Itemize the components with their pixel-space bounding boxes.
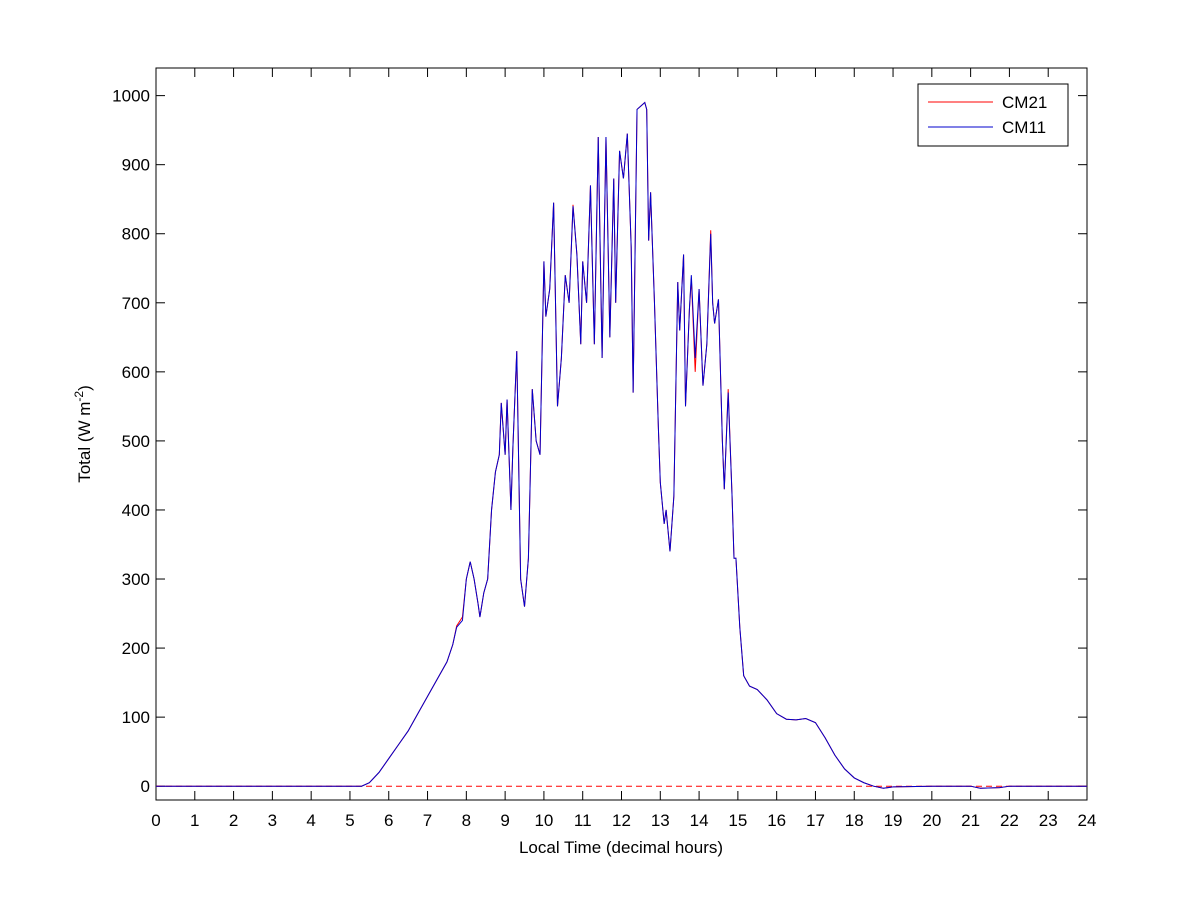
x-tick-label: 15 <box>728 811 747 830</box>
x-tick-label: 8 <box>462 811 471 830</box>
y-label-tail: ) <box>75 385 94 391</box>
x-tick-label: 7 <box>423 811 432 830</box>
legend-label: CM21 <box>1002 93 1047 112</box>
x-tick-label: 22 <box>1000 811 1019 830</box>
y-tick-label: 800 <box>122 225 150 244</box>
x-tick-label: 9 <box>500 811 509 830</box>
x-tick-label: 21 <box>961 811 980 830</box>
x-tick-label: 4 <box>306 811 315 830</box>
x-tick-label: 1 <box>190 811 199 830</box>
x-tick-label: 0 <box>151 811 160 830</box>
x-tick-label: 13 <box>651 811 670 830</box>
x-tick-label: 20 <box>922 811 941 830</box>
y-tick-label: 300 <box>122 570 150 589</box>
x-tick-label: 23 <box>1039 811 1058 830</box>
y-tick-label: 900 <box>122 156 150 175</box>
x-axis-label: Local Time (decimal hours) <box>519 838 723 857</box>
x-tick-label: 11 <box>574 811 592 830</box>
y-tick-label: 1000 <box>112 87 150 106</box>
y-tick-label: 700 <box>122 294 150 313</box>
y-tick-label: 600 <box>122 363 150 382</box>
y-tick-label: 100 <box>122 708 150 727</box>
plot-area <box>155 67 1088 801</box>
y-tick-label: 200 <box>122 639 150 658</box>
y-tick-label: 400 <box>122 501 150 520</box>
x-tick-label: 16 <box>767 811 786 830</box>
x-tick-label: 5 <box>345 811 354 830</box>
x-tick-label: 17 <box>806 811 825 830</box>
x-tick-label: 10 <box>534 811 553 830</box>
x-tick-label: 19 <box>884 811 903 830</box>
legend-box <box>917 83 1069 147</box>
x-tick-label: 24 <box>1078 811 1097 830</box>
y-tick-label: 0 <box>141 777 150 796</box>
x-tick-label: 6 <box>384 811 393 830</box>
y-axis-label: Total (W m-2) <box>72 385 94 483</box>
series-line <box>156 101 1087 789</box>
y-label-text: Total (W m <box>75 402 94 483</box>
y-tick-label: 500 <box>122 432 150 451</box>
x-tick-label: 12 <box>612 811 631 830</box>
x-tick-label: 3 <box>268 811 277 830</box>
legend-label: CM11 <box>1002 118 1046 137</box>
x-tick-label: 14 <box>690 811 709 830</box>
x-tick-label: 2 <box>229 811 238 830</box>
y-label-superscript: -2 <box>72 391 86 402</box>
x-tick-label: 18 <box>845 811 864 830</box>
